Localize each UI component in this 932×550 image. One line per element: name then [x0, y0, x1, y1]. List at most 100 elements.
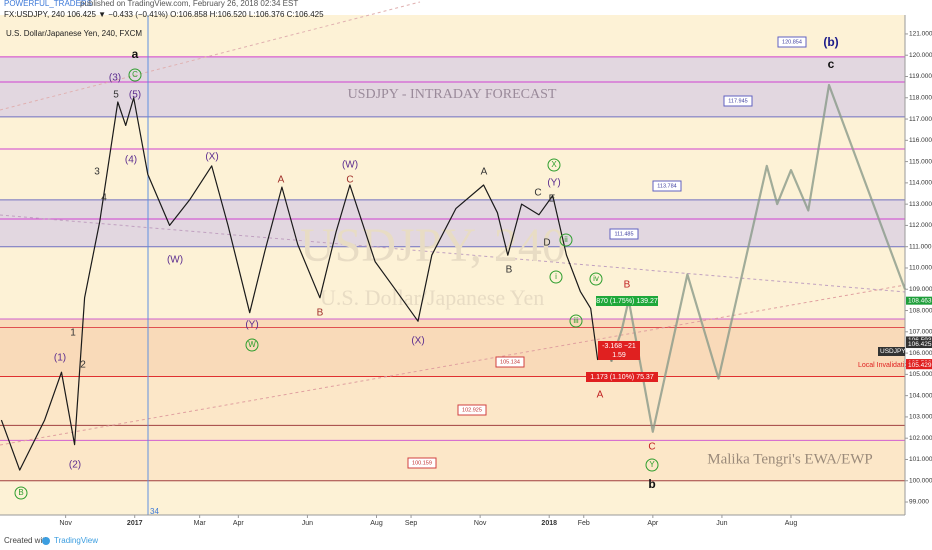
wave-label: C [132, 70, 138, 79]
y-tick-label: 110.000 [909, 265, 932, 272]
footer-logo [42, 537, 50, 545]
wave-label: (4) [125, 155, 137, 166]
wave-label: (W) [167, 255, 183, 266]
wave-label: C [534, 188, 541, 199]
measure-box [586, 372, 658, 382]
price-tag [906, 361, 932, 370]
wave-label: a [132, 47, 139, 61]
x-tick-label: Aug [785, 520, 798, 527]
wave-label: (W) [342, 160, 358, 171]
published: published on TradingView.com, February 2… [80, 0, 298, 8]
wave-label: i [555, 272, 557, 281]
wave-circle [589, 272, 603, 286]
level-label-box [777, 36, 807, 48]
wave-label: c [828, 57, 835, 71]
x-tick-label: Jun [716, 520, 727, 527]
wave-label: B [506, 265, 513, 276]
y-tick-label: 113.000 [909, 201, 932, 208]
level-label-box [407, 457, 437, 469]
wave-label: C [648, 442, 655, 453]
zone [0, 56, 905, 117]
measure-label: 1.59 [612, 352, 626, 359]
measure-label: 1.173 (1.10%) 75.37 [590, 374, 654, 381]
level-label: 111.485 [614, 231, 633, 237]
invalidation: Local Invalidation [858, 362, 912, 369]
wave-label: (X) [411, 336, 424, 347]
wave-circle [549, 270, 563, 284]
y-tick-label: 119.000 [909, 73, 932, 80]
signature: Malika Tengri's EWA/EWP [707, 451, 873, 467]
y-tick-label: 100.000 [909, 477, 932, 484]
wave-circle [245, 338, 259, 352]
subtitle: U.S. Dollar/Japanese Yen, 240, FXCM [6, 29, 142, 38]
y-tick-label: 111.000 [909, 243, 932, 250]
wave-label: B [624, 280, 631, 291]
x-tick-label: Nov [474, 520, 487, 527]
price-tag-label: 108.463 [908, 297, 932, 304]
x-tick-label: Nov [59, 520, 72, 527]
y-tick-label: 104.000 [909, 392, 932, 399]
wave-label: (Y) [245, 320, 258, 331]
symbol-tag-label: USDJPY [880, 348, 906, 355]
wave-label: 2 [80, 360, 86, 371]
wave-label: X [551, 160, 557, 169]
level-label-box [652, 180, 682, 192]
y-tick-label: 116.000 [909, 137, 932, 144]
footer-created: Created with [4, 536, 49, 545]
wave-circle [128, 68, 142, 82]
wave-label: ii [564, 235, 568, 244]
wave-label: (b) [823, 35, 838, 49]
x-tick-label: Apr [647, 520, 659, 527]
watermark: USDJPY, 240 [300, 219, 566, 272]
y-tick-label: 121.000 [909, 31, 932, 38]
wave-label: (X) [205, 152, 218, 163]
level-label-box [457, 404, 487, 416]
wave-label: D [543, 238, 550, 249]
wave-label: 3 [94, 167, 100, 178]
price-tag [906, 296, 932, 305]
wave-label: A [278, 175, 285, 186]
wave-label: iv [593, 274, 599, 283]
wave-label: b [648, 477, 655, 491]
zone [0, 319, 905, 377]
price-tag-label: 105.429 [908, 362, 932, 369]
wave-label: 5 [113, 90, 119, 101]
level-label: 120.854 [782, 39, 802, 45]
measure-label: -3.168 −21 [602, 343, 636, 350]
trend-line [0, 1, 421, 111]
wave-circle [559, 233, 573, 247]
y-tick-label: 115.000 [909, 158, 932, 165]
wave-label: C [346, 175, 353, 186]
y-tick-label: 118.000 [909, 94, 932, 101]
x-tick-label: 2017 [127, 520, 143, 527]
y-tick-label: 99.000 [909, 499, 929, 506]
x-tick-label: 2018 [541, 520, 557, 527]
chart-title: USDJPY - INTRADAY FORECAST [348, 87, 557, 102]
quote: FX:USDJPY, 240 106.425 ▼ −0.433 (−0.41%)… [4, 10, 324, 19]
y-tick-label: 107.000 [909, 329, 932, 336]
author[interactable]: POWERFUL_TRADERS [4, 0, 92, 8]
wave-label: W [248, 340, 256, 349]
x-tick-label: Aug [370, 520, 383, 527]
y-tick-label: 102.000 [909, 435, 932, 442]
level-label-box [609, 228, 639, 240]
y-tick-label: 114.000 [909, 180, 932, 187]
wave-label: A [481, 167, 488, 178]
x-tick-label: Mar [194, 520, 207, 527]
trend-line [0, 214, 906, 293]
footer-brand[interactable]: TradingView [54, 536, 98, 545]
y-tick-label: 108.000 [909, 307, 932, 314]
wave-label: (3) [109, 73, 121, 84]
wave-label: (2) [69, 460, 81, 471]
y-tick-label: 106.000 [909, 350, 932, 357]
x-tick-label: Jun [302, 520, 313, 527]
wave-label: B [18, 488, 23, 497]
x-tick-label: Apr [233, 520, 245, 527]
y-tick-label: 109.000 [909, 286, 932, 293]
measure-box [598, 350, 640, 360]
measure-label: 870 (1.75%) 139.27 [596, 298, 658, 305]
watermark-sub: U.S. Dollar/Japanese Yen [320, 285, 544, 310]
level-label-box [495, 356, 525, 368]
y-tick-label: 112.000 [909, 222, 932, 229]
